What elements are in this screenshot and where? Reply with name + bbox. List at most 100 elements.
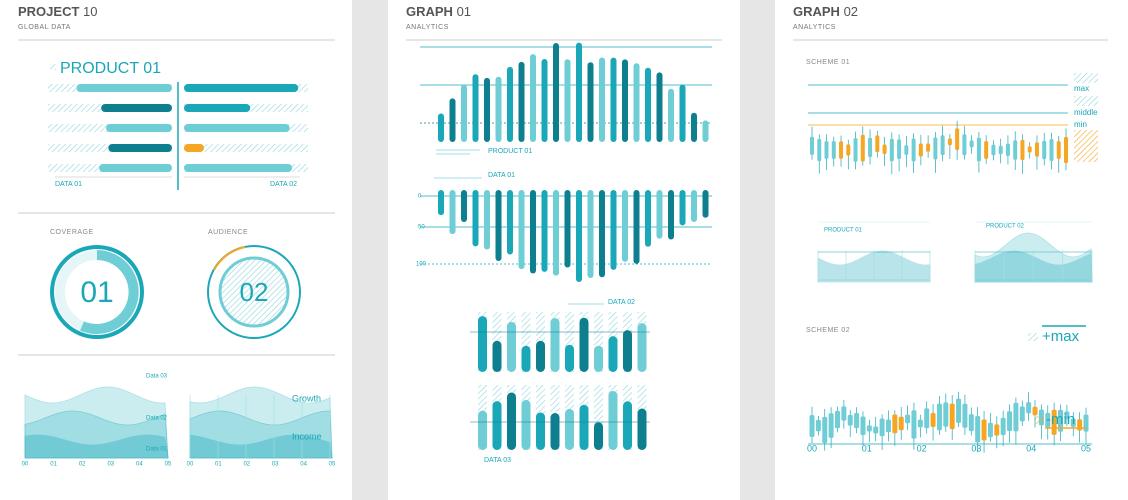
candle [917,419,923,428]
bar [576,190,582,283]
bar [623,401,632,450]
bar [702,120,709,142]
candle [846,144,851,156]
candle [882,144,887,155]
bar [594,422,603,450]
title-number: 10 [83,4,97,19]
candle [1056,141,1061,159]
bar [637,323,647,372]
candle [930,413,936,428]
candle [841,406,847,421]
middle-label: middle [1074,108,1098,117]
area [189,386,333,459]
candle [975,415,981,443]
candle [936,403,942,431]
ring-arc [213,246,246,271]
candle [1077,419,1083,431]
audience-label: AUDIENCE [208,229,248,236]
candle [1019,406,1025,422]
bar [679,190,686,226]
area [24,434,169,459]
bar [184,144,204,152]
axis-label: 00 [807,443,817,453]
min-label: -min [1046,411,1075,428]
candle [1027,146,1032,153]
area [24,410,169,459]
bar [691,190,697,223]
bar [610,190,617,270]
product-label: PRODUCT 01 [488,148,532,155]
axis-label: 00 [187,462,194,468]
axis-label: 01 [215,462,222,468]
title: GRAPH 02 [793,4,858,19]
bar [679,84,686,142]
bar [472,190,479,247]
bar [550,413,560,450]
product-label: PRODUCT 01 [60,60,161,77]
data-label: DATA 02 [270,181,297,188]
bar [495,190,502,262]
max-label: +max [1042,328,1080,345]
axis-label: 05 [329,462,336,468]
candle [824,141,829,159]
candle [987,422,993,438]
candle [860,416,866,436]
ring-label: 02 [240,277,269,307]
axis-label: 04 [136,462,143,468]
axis-label: 01 [862,443,872,453]
scheme-label: SCHEME 01 [806,59,850,66]
bar [599,57,605,142]
candle [926,143,931,152]
bar [507,321,516,372]
bar-bg [594,385,603,450]
bar [530,190,536,274]
bar [484,77,490,142]
bar [184,104,251,112]
bar [656,72,663,142]
candle [943,402,949,427]
candle [885,419,891,433]
legend-label: Data 02 [146,416,168,422]
bar [518,190,525,270]
candle [839,141,844,159]
bar [633,190,640,264]
candle [955,128,960,151]
bar [438,113,444,142]
title-word: GRAPH [406,4,453,19]
candle [911,410,917,439]
bar [478,410,487,450]
scale-label: 50 [418,225,425,231]
bar [101,104,172,112]
axis-label: 04 [1026,443,1036,453]
axis-label: 05 [165,462,172,468]
data-label: DATA 01 [488,172,515,179]
bar [587,62,594,143]
title: PROJECT 10 [18,4,98,19]
bar [438,190,444,216]
candle [998,145,1003,155]
ring [218,256,290,328]
candle [860,134,865,162]
candle [831,141,836,159]
bar [478,316,487,372]
bar [668,88,674,142]
candle [984,141,989,159]
candle [1013,402,1019,432]
candle [1013,140,1018,160]
candle [976,137,981,162]
panel [0,0,352,500]
legend-label: Data 03 [146,374,168,380]
candle [1070,418,1076,427]
bar [461,84,467,142]
min-label: min [1074,120,1087,129]
bar [518,61,525,142]
bar [587,190,594,279]
candle [918,143,923,157]
axis-label: 02 [79,462,86,468]
hatch-mark [1074,73,1098,83]
candle [868,137,873,158]
bar [536,340,545,372]
hatch-mark [1028,333,1038,341]
candle [994,424,1000,436]
bar-bg [184,144,308,152]
